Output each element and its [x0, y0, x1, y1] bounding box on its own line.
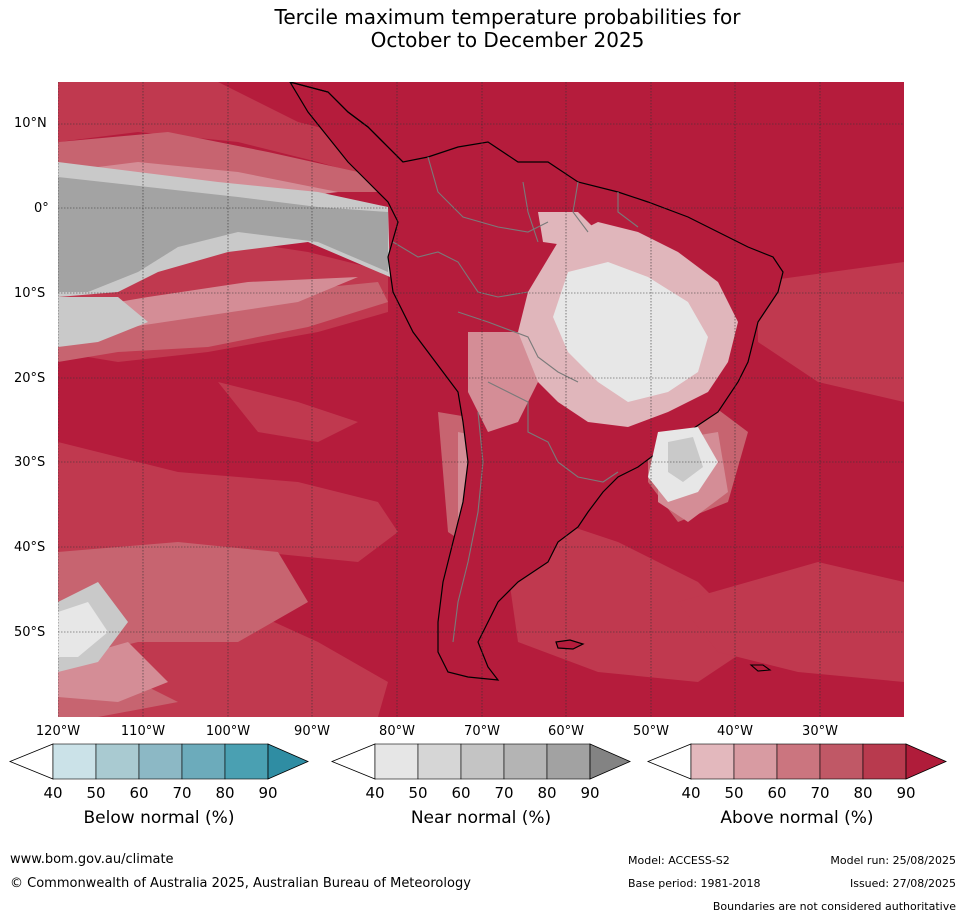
- colorbar-below-normal: 40 50 60 70 80 90: [8, 743, 309, 802]
- legend-title-above-normal: Above normal (%): [720, 808, 874, 828]
- south-atlantic-near-mid-patch: [668, 437, 703, 482]
- above-normal-high-extension: [905, 743, 947, 780]
- near-normal-tick-label: 50: [408, 784, 427, 802]
- guiana-light-patch: [538, 212, 598, 247]
- lon-label-80w: 80°W: [379, 724, 415, 739]
- chart-title-line-2: October to December 2025: [370, 28, 645, 52]
- below-normal-tick-label: 40: [43, 784, 62, 802]
- near-normal-pacific-south: [58, 297, 148, 347]
- above-normal-tick-label: 80: [853, 784, 872, 802]
- base-period-text: Base period: 1981-2018: [628, 877, 761, 890]
- near-normal-high-extension: [589, 743, 631, 780]
- below-normal-swatch-4: [181, 743, 226, 780]
- colorbar-near-normal: 40 50 60 70 80 90: [330, 743, 631, 802]
- above-normal-swatch-5: [862, 743, 907, 780]
- lat-label-10n: 10°N: [14, 116, 47, 131]
- near-normal-swatch-4: [503, 743, 548, 780]
- model-text: Model: ACCESS-S2: [628, 854, 730, 867]
- colorbar-above-normal: 40 50 60 70 80 90: [646, 743, 947, 802]
- near-normal-tick-label: 90: [580, 784, 599, 802]
- below-normal-high-extension: [267, 743, 309, 780]
- legend-title-below-normal: Below normal (%): [83, 808, 235, 828]
- near-normal-swatch-5: [546, 743, 591, 780]
- near-normal-low-extension: [330, 743, 376, 780]
- near-normal-tick-label: 60: [451, 784, 470, 802]
- brazil-interior-near-light: [553, 262, 708, 402]
- country-borders: [392, 156, 639, 643]
- lon-label-110w: 110°W: [120, 724, 166, 739]
- lon-label-60w: 60°W: [548, 724, 584, 739]
- andes-interior-60: [468, 332, 538, 432]
- above-normal-swatch-2: [733, 743, 778, 780]
- below-normal-swatch-1: [52, 743, 97, 780]
- lat-label-50s: 50°S: [14, 625, 46, 640]
- lat-label-10s: 10°S: [14, 286, 46, 301]
- above-normal-swatch-1: [690, 743, 735, 780]
- above-normal-swatch-3: [776, 743, 821, 780]
- probability-map: [58, 82, 904, 717]
- lon-label-90w: 90°W: [294, 724, 330, 739]
- copyright-text: © Commonwealth of Australia 2025, Austra…: [10, 876, 471, 891]
- lat-label-20s: 20°S: [14, 371, 46, 386]
- near-normal-tick-label: 80: [537, 784, 556, 802]
- below-normal-tick-label: 50: [86, 784, 105, 802]
- near-normal-tick-label: 70: [494, 784, 513, 802]
- above-normal-swatch-4: [819, 743, 864, 780]
- below-normal-tick-label: 80: [215, 784, 234, 802]
- above-normal-tick-label: 40: [681, 784, 700, 802]
- below-normal-swatch-2: [95, 743, 140, 780]
- below-normal-low-extension: [8, 743, 54, 780]
- below-normal-swatch-5: [224, 743, 269, 780]
- below-normal-tick-label: 60: [129, 784, 148, 802]
- lat-label-0: 0°: [34, 201, 49, 216]
- lon-label-30w: 30°W: [802, 724, 838, 739]
- lon-label-100w: 100°W: [205, 724, 251, 739]
- above-normal-tick-label: 90: [896, 784, 915, 802]
- near-light-south-pacific-patch: [58, 602, 108, 657]
- near-normal-tick-label: 40: [365, 784, 384, 802]
- lat-label-30s: 30°S: [14, 455, 46, 470]
- near-normal-swatch-3: [460, 743, 505, 780]
- issued-text: Issued: 27/08/2025: [849, 877, 956, 890]
- graticule: [58, 82, 904, 717]
- above-normal-tick-label: 70: [810, 784, 829, 802]
- website-text: www.bom.gov.au/climate: [10, 852, 174, 867]
- falkland-islands: [555, 639, 585, 650]
- lon-label-40w: 40°W: [717, 724, 753, 739]
- model-run-text: Model run: 25/08/2025: [830, 854, 956, 867]
- disclaimer-text: Boundaries are not considered authoritat…: [712, 900, 956, 913]
- above-normal-tick-label: 60: [767, 784, 786, 802]
- lon-label-120w: 120°W: [35, 724, 81, 739]
- near-normal-dark-region: [58, 177, 388, 292]
- below-normal-swatch-3: [138, 743, 183, 780]
- lon-label-70w: 70°W: [464, 724, 500, 739]
- lon-label-50w: 50°W: [633, 724, 669, 739]
- near-normal-swatch-1: [374, 743, 419, 780]
- near-normal-swatch-2: [417, 743, 462, 780]
- central-america-coast: [289, 82, 404, 163]
- south-georgia: [749, 664, 772, 672]
- chart-title-line-1: Tercile maximum temperature probabilitie…: [274, 5, 741, 29]
- below-normal-tick-label: 70: [172, 784, 191, 802]
- below-normal-tick-label: 90: [258, 784, 277, 802]
- legend-title-near-normal: Near normal (%): [410, 808, 552, 828]
- above-normal-tick-label: 50: [724, 784, 743, 802]
- above-normal-low-extension: [646, 743, 692, 780]
- lat-label-40s: 40°S: [14, 540, 46, 555]
